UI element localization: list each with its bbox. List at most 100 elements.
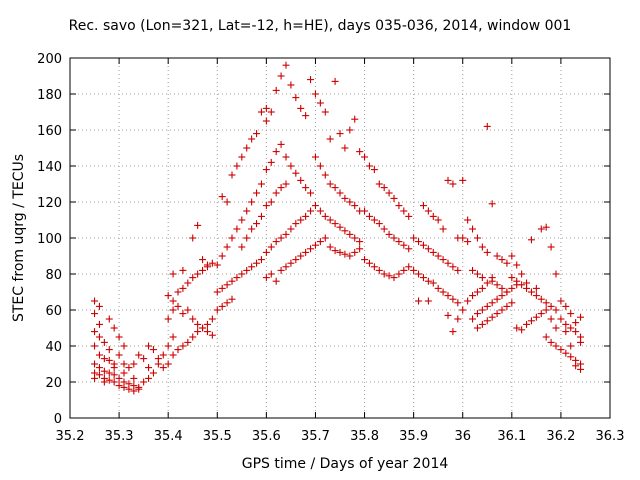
- data-point: [483, 302, 491, 310]
- data-point: [287, 225, 295, 233]
- data-point: [95, 333, 103, 341]
- data-point: [380, 184, 388, 192]
- data-point: [164, 315, 172, 323]
- data-point: [429, 212, 437, 220]
- data-point: [547, 302, 555, 310]
- data-point: [483, 122, 491, 130]
- data-point: [125, 385, 133, 393]
- data-point: [523, 284, 531, 292]
- data-point: [459, 234, 467, 242]
- data-point: [159, 351, 167, 359]
- data-point: [218, 252, 226, 260]
- data-point: [282, 263, 290, 271]
- data-point: [316, 207, 324, 215]
- data-point: [203, 320, 211, 328]
- data-point: [233, 162, 241, 170]
- data-point: [149, 346, 157, 354]
- data-point: [184, 338, 192, 346]
- data-point: [95, 364, 103, 372]
- data-point: [253, 189, 261, 197]
- data-point: [243, 234, 251, 242]
- data-point: [336, 248, 344, 256]
- data-point: [326, 243, 334, 251]
- data-point: [419, 274, 427, 282]
- data-point: [424, 207, 432, 215]
- data-point: [552, 324, 560, 332]
- data-point: [557, 315, 565, 323]
- data-point: [488, 200, 496, 208]
- data-point: [120, 383, 128, 391]
- data-point: [120, 360, 128, 368]
- data-point: [292, 169, 300, 177]
- y-tick-label: 140: [37, 160, 62, 175]
- data-point: [253, 259, 261, 267]
- data-point: [488, 299, 496, 307]
- data-point: [518, 281, 526, 289]
- data-point: [444, 259, 452, 267]
- data-point: [336, 223, 344, 231]
- data-point: [189, 315, 197, 323]
- data-point: [189, 234, 197, 242]
- data-point: [424, 245, 432, 253]
- data-point: [169, 333, 177, 341]
- data-point: [473, 288, 481, 296]
- data-point: [562, 349, 570, 357]
- data-point: [248, 135, 256, 143]
- plot-frame: [69, 57, 611, 419]
- data-point: [331, 77, 339, 85]
- data-point: [164, 342, 172, 350]
- data-point: [307, 189, 315, 197]
- data-point: [91, 297, 99, 305]
- data-point: [130, 374, 138, 382]
- data-point: [370, 263, 378, 271]
- data-point: [277, 140, 285, 148]
- data-point: [483, 279, 491, 287]
- data-point: [184, 306, 192, 314]
- data-point: [415, 297, 423, 305]
- data-point: [169, 270, 177, 278]
- data-point: [277, 266, 285, 274]
- data-point: [385, 230, 393, 238]
- data-point: [257, 212, 265, 220]
- data-point: [164, 360, 172, 368]
- data-point: [469, 266, 477, 274]
- data-point: [262, 202, 270, 210]
- data-point: [302, 248, 310, 256]
- data-point: [321, 212, 329, 220]
- data-point: [208, 315, 216, 323]
- data-point: [233, 274, 241, 282]
- data-point: [464, 216, 472, 224]
- data-point: [169, 306, 177, 314]
- data-point: [267, 243, 275, 251]
- data-point: [513, 277, 521, 285]
- data-point: [262, 166, 270, 174]
- data-point: [464, 297, 472, 305]
- data-point: [277, 184, 285, 192]
- data-point: [572, 362, 580, 370]
- data-point: [189, 274, 197, 282]
- data-point: [282, 61, 290, 69]
- data-point: [282, 180, 290, 188]
- data-point: [454, 266, 462, 274]
- data-point: [444, 176, 452, 184]
- x-tick-label: 35.4: [154, 429, 183, 444]
- data-point: [287, 259, 295, 267]
- data-point: [493, 281, 501, 289]
- data-point: [292, 256, 300, 264]
- data-point: [385, 272, 393, 280]
- data-point: [115, 374, 123, 382]
- data-point: [91, 374, 99, 382]
- data-point: [223, 281, 231, 289]
- y-tick-label: 20: [45, 376, 62, 391]
- data-point: [542, 306, 550, 314]
- data-point: [405, 263, 413, 271]
- data-point: [174, 302, 182, 310]
- data-point: [493, 310, 501, 318]
- data-point: [243, 144, 251, 152]
- data-point: [91, 328, 99, 336]
- data-point: [120, 369, 128, 377]
- data-point: [292, 94, 300, 102]
- data-point: [282, 230, 290, 238]
- data-point: [218, 302, 226, 310]
- data-point: [199, 266, 207, 274]
